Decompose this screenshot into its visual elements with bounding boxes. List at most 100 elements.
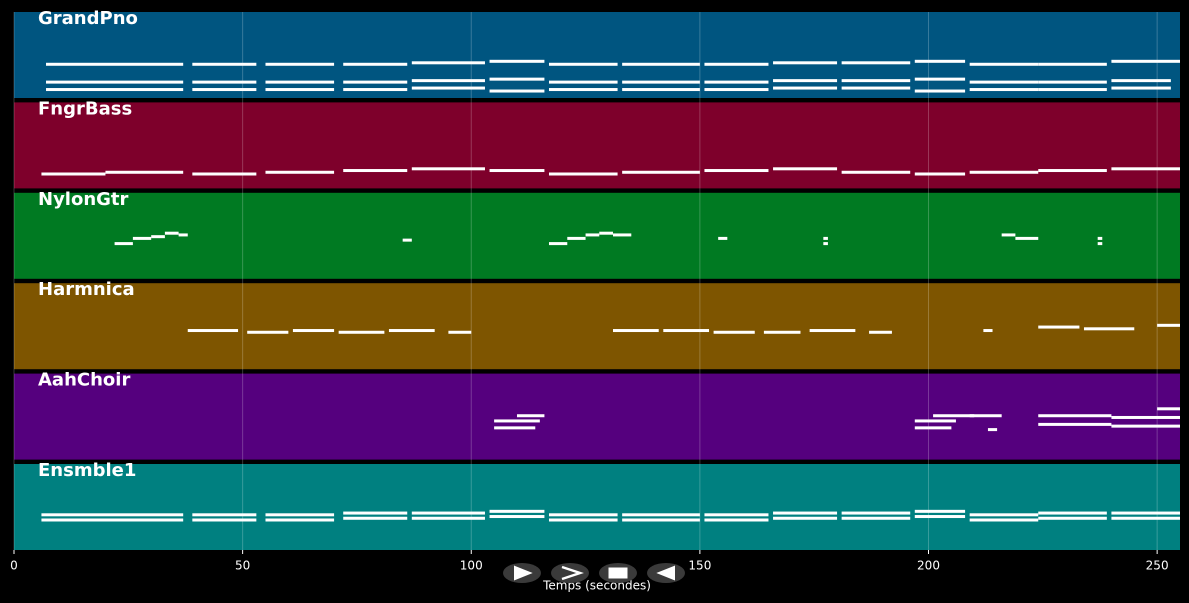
note [841, 61, 911, 65]
note [613, 329, 659, 333]
note [622, 80, 700, 84]
track-lane [14, 12, 1180, 98]
note [663, 329, 710, 333]
note [969, 80, 1039, 84]
note [1111, 167, 1180, 171]
note [704, 169, 769, 173]
track-lane [14, 283, 1180, 370]
note [704, 513, 769, 517]
note [622, 513, 700, 517]
note [1038, 511, 1107, 515]
note [489, 169, 545, 173]
note [969, 62, 1039, 66]
note [987, 428, 998, 432]
note [613, 233, 632, 237]
note [983, 329, 993, 333]
note [969, 518, 1039, 522]
note [1111, 86, 1171, 90]
note [41, 513, 184, 517]
note [773, 511, 838, 515]
note [1111, 59, 1180, 63]
note [265, 513, 335, 517]
track-name: NylonGtr [38, 189, 129, 210]
note [411, 167, 485, 171]
note [164, 231, 179, 235]
note [265, 170, 335, 174]
note [411, 516, 485, 520]
note [1038, 414, 1112, 418]
note [494, 426, 536, 430]
note [1038, 88, 1107, 92]
note [1111, 79, 1171, 83]
note [969, 513, 1039, 517]
note [489, 515, 545, 519]
x-tick-label: 100 [460, 559, 483, 573]
note [773, 167, 838, 171]
note [622, 62, 700, 66]
note [192, 88, 257, 92]
note [548, 518, 618, 522]
note [548, 62, 618, 66]
note [489, 89, 545, 93]
note [704, 62, 769, 66]
note [265, 80, 335, 84]
note [411, 86, 485, 90]
note [809, 329, 856, 333]
note [41, 172, 106, 176]
note [265, 62, 335, 66]
note [841, 511, 911, 515]
note [713, 330, 755, 334]
note [1111, 511, 1180, 515]
note [773, 86, 838, 90]
note [516, 414, 545, 418]
note [343, 169, 408, 173]
note [914, 509, 966, 513]
note [448, 330, 472, 334]
note [704, 80, 769, 84]
note [343, 62, 408, 66]
x-tick-label: 50 [235, 559, 250, 573]
note [192, 518, 257, 522]
note [489, 77, 545, 81]
note [548, 80, 618, 84]
note [969, 414, 1002, 418]
note [773, 516, 838, 520]
note [933, 414, 975, 418]
track-lane [14, 464, 1180, 550]
note [823, 242, 828, 246]
note [548, 172, 618, 176]
note [192, 513, 257, 517]
note [187, 329, 239, 333]
note [1097, 242, 1103, 246]
note [489, 509, 545, 513]
back-button[interactable] [647, 563, 685, 583]
note [343, 516, 408, 520]
note [1111, 415, 1180, 419]
play-button[interactable] [503, 563, 541, 583]
note [1038, 80, 1107, 84]
note [969, 170, 1039, 174]
x-tick-label: 150 [688, 559, 711, 573]
note [411, 61, 485, 65]
note [411, 79, 485, 83]
note [1157, 407, 1180, 411]
note [46, 88, 184, 92]
note [192, 172, 257, 176]
stop-button[interactable] [599, 563, 637, 583]
note [914, 172, 966, 176]
note [343, 511, 408, 515]
note [265, 88, 335, 92]
forward-button[interactable] [551, 563, 589, 583]
note [411, 511, 485, 515]
note [1157, 323, 1180, 327]
note [773, 79, 838, 83]
track-name: Harmnica [38, 279, 135, 300]
note [1111, 516, 1180, 520]
note [132, 236, 152, 240]
note [914, 59, 966, 63]
note [1001, 233, 1016, 237]
note [914, 77, 966, 81]
note [841, 86, 911, 90]
